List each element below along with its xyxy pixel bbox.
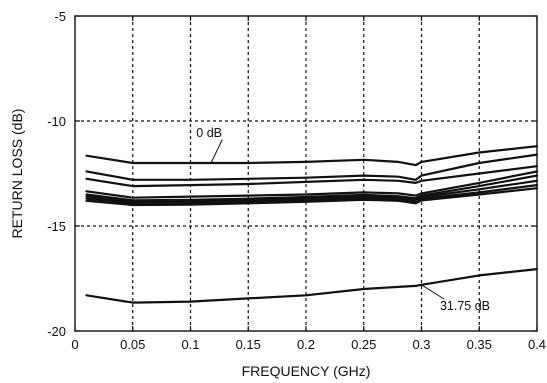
y-tick-label: -10	[47, 114, 66, 129]
series-line-1	[85, 145, 539, 167]
x-axis-label: FREQUENCY (GHz)	[242, 363, 371, 379]
series-line-9	[85, 268, 539, 304]
series-line-2	[85, 153, 539, 181]
series-line-4	[85, 170, 539, 199]
x-tick-label: 0.1	[181, 337, 199, 352]
y-tick-label: -20	[47, 324, 66, 339]
annotation-label: 0 dB	[196, 126, 222, 140]
x-tick-label: 0	[71, 337, 78, 352]
x-tick-label: 0.05	[120, 337, 145, 352]
x-tick-label: 0.2	[297, 337, 315, 352]
annotations: 0 dB 31.75 dB	[196, 126, 490, 313]
y-tick-label: -5	[54, 9, 66, 24]
y-tick-label: -15	[47, 219, 66, 234]
y-axis-label: RETURN LOSS (dB)	[9, 109, 25, 239]
grid	[75, 16, 537, 331]
x-tick-label: 0.35	[467, 337, 492, 352]
series-line-3	[85, 165, 539, 188]
series-group	[85, 145, 539, 304]
annotation-leader-line	[421, 284, 445, 300]
series-line-8	[85, 187, 539, 207]
x-tick-label: 0.3	[412, 337, 430, 352]
ticks: 0 0.05 0.1 0.15 0.2 0.25 0.3 0.35 0.4 -20 -15 -10 -5	[47, 9, 546, 352]
series-line-7	[85, 184, 539, 205]
annotation-leader-line	[210, 139, 223, 163]
annotation-label: 31.75 dB	[440, 299, 490, 313]
x-tick-label: 0.15	[236, 337, 261, 352]
series-line-5	[85, 174, 539, 202]
series-line-6	[85, 179, 539, 203]
x-tick-label: 0.25	[351, 337, 376, 352]
x-tick-label: 0.4	[528, 337, 546, 352]
